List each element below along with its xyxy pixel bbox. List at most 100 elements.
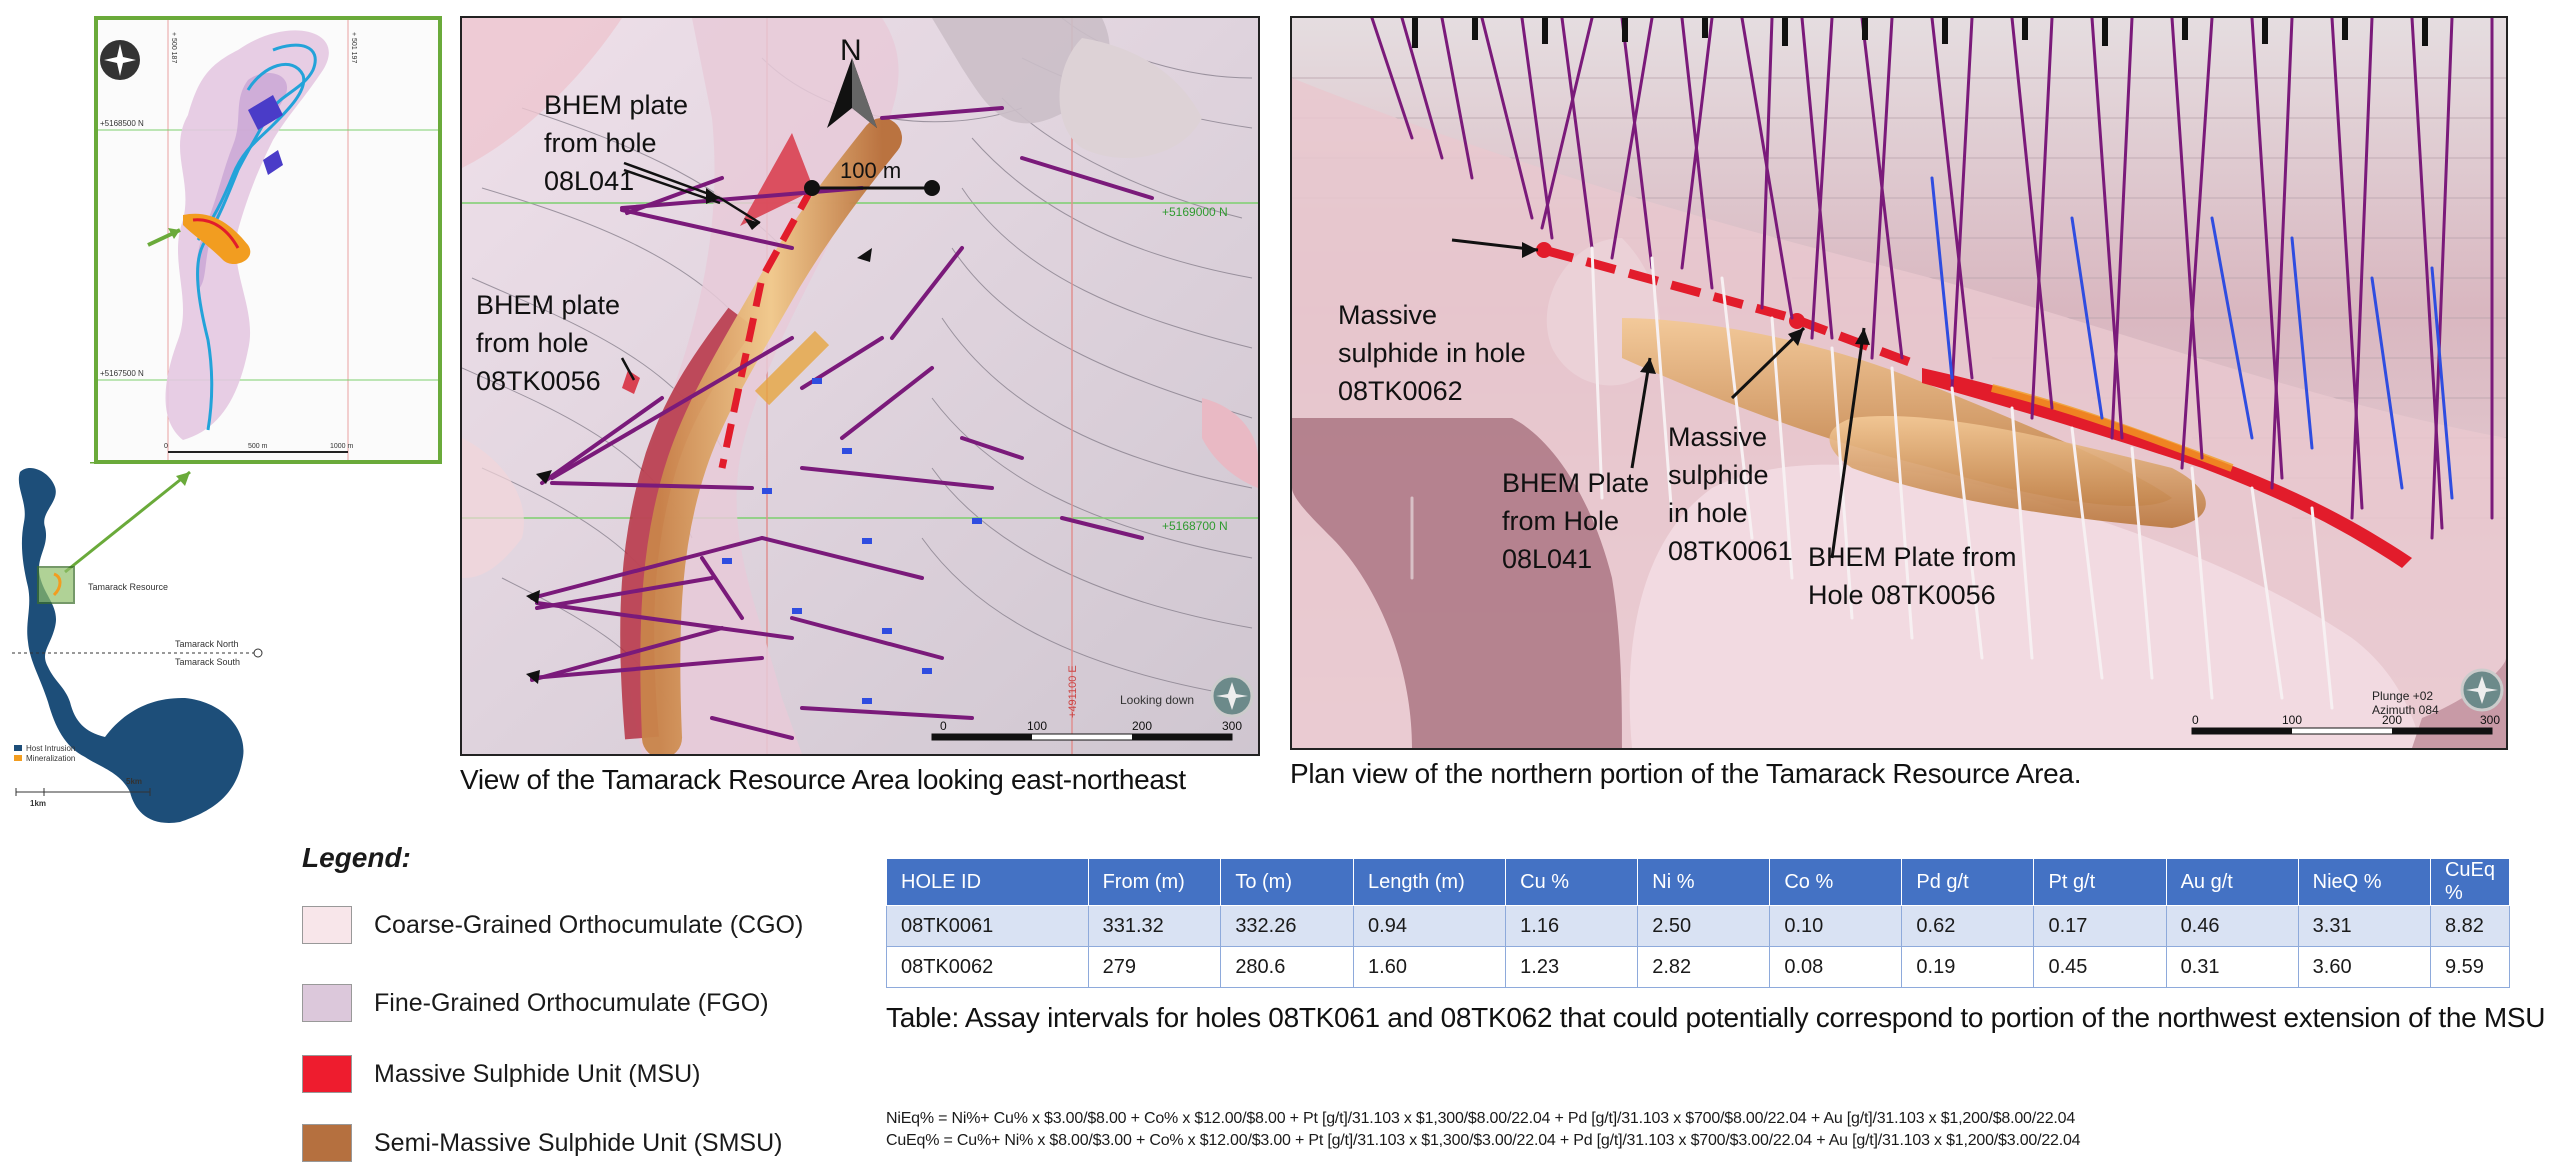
view1-looking-down: Looking down [1120,693,1194,707]
cell-pd: 0.19 [1901,946,2035,988]
view1-graphic: N 100 m +5169000 N +5168700 N +491100 E … [462,18,1258,754]
col-co: Co % [1769,858,1903,906]
legend-item-msu: Massive Sulphide Unit (MSU) [302,1055,701,1093]
regional-label-north: Tamarack North [175,639,239,649]
inset-map: +5168500 N +5167500 N + 500 187 + 501 19… [94,16,442,464]
view2-scale-100: 100 [2282,713,2302,727]
cell-from: 279 [1087,946,1222,988]
view2-map: Plunge +02 Azimuth 084 0 100 200 300 Mas… [1290,16,2508,750]
cell-pt: 0.17 [2033,905,2167,947]
cell-cu: 1.16 [1505,905,1639,947]
legend-item-fgo: Fine-Grained Orthocumulate (FGO) [302,984,769,1022]
col-nieq: NieQ % [2297,858,2431,906]
legend-item-cgo: Coarse-Grained Orthocumulate (CGO) [302,906,803,944]
inset-scale-500: 500 m [248,443,268,450]
regional-label-south: Tamarack South [175,657,240,667]
cell-length: 0.94 [1353,905,1507,947]
cell-to: 332.26 [1220,905,1355,947]
col-au: Au g/t [2165,858,2299,906]
cell-nieq: 3.60 [2297,946,2431,988]
view1-scale-100m: 100 m [840,158,901,183]
legend-label-smsu: Semi-Massive Sulphide Unit (SMSU) [374,1128,783,1157]
view1-scale-200: 200 [1132,719,1152,733]
view2-caption: Plan view of the northern portion of the… [1290,758,2082,789]
legend-swatch-cgo [302,906,352,944]
cell-pt: 0.45 [2033,946,2167,988]
inset-map-graphic: +5168500 N +5167500 N + 500 187 + 501 19… [98,20,438,460]
col-ni: Ni % [1637,858,1771,906]
col-pd: Pd g/t [1901,858,2035,906]
cell-cueq: 9.59 [2429,946,2511,988]
formula-cueq: CuEq% = Cu%+ Ni% x $8.00/$3.00 + Co% x $… [886,1132,2081,1149]
view1-map: N 100 m +5169000 N +5168700 N +491100 E … [460,16,1260,756]
cell-cueq: 8.82 [2429,905,2511,947]
inset-easting-label-1: + 500 187 [170,32,177,63]
cell-length: 1.60 [1353,946,1507,988]
inset-easting-label-2: + 501 197 [350,32,357,63]
inset-scale-1000: 1000 m [330,443,354,450]
assay-table: HOLE ID From (m) To (m) Length (m) Cu % … [886,858,2511,988]
cell-co: 0.08 [1769,946,1903,988]
regional-map-graphic: Tamarack Resource Tamarack North Tamarac… [12,462,263,823]
view2-scale-0: 0 [2192,713,2199,727]
view2-plunge: Plunge +02 [2372,689,2433,703]
view1-scale-0: 0 [940,719,947,733]
legend-label-msu: Massive Sulphide Unit (MSU) [374,1059,701,1088]
cell-from: 331.32 [1087,905,1222,947]
assay-table-caption: Table: Assay intervals for holes 08TK061… [886,1002,2546,1033]
regional-label-resource: Tamarack Resource [88,582,168,592]
regional-legend-intrusion: Host Intrusion [26,744,75,753]
table-row: 08TK0061 331.32 332.26 0.94 1.16 2.50 0.… [886,905,2511,947]
view1-scale-100: 100 [1027,719,1047,733]
legend-title: Legend: [302,842,411,873]
formula-nieq: NiEq% = Ni%+ Cu% x $3.00/$8.00 + Co% x $… [886,1110,2076,1127]
view1-grid-label-1: +5169000 N [1162,205,1228,219]
legend-label-fgo: Fine-Grained Orthocumulate (FGO) [374,988,769,1017]
col-from: From (m) [1087,858,1222,906]
col-to: To (m) [1220,858,1355,906]
cell-hole-id: 08TK0061 [886,905,1089,947]
assay-table-header-row: HOLE ID From (m) To (m) Length (m) Cu % … [886,858,2511,906]
view2-scale-200: 200 [2382,713,2402,727]
view2-graphic: Plunge +02 Azimuth 084 0 100 200 300 [1292,18,2506,748]
view2-label-bhem-08tk0056: BHEM Plate from Hole 08TK0056 [1808,542,2017,610]
view2-azimuth: Azimuth 084 [2372,703,2439,717]
cell-cu: 1.23 [1505,946,1639,988]
view2-label-bhem-08l041: BHEM Plate from Hole 08L041 [1502,468,1650,574]
view1-north-arrow: N [840,34,862,67]
view1-grid-label-2: +5168700 N [1162,519,1228,533]
cell-ni: 2.50 [1637,905,1771,947]
cell-co: 0.10 [1769,905,1903,947]
regional-legend-mineralization: Mineralization [26,754,75,763]
legend-label-cgo: Coarse-Grained Orthocumulate (CGO) [374,910,804,939]
table-row: 08TK0062 279 280.6 1.60 1.23 2.82 0.08 0… [886,946,2511,988]
cell-hole-id: 08TK0062 [886,946,1089,988]
view2-label-ms-08tk0061: Massive sulphide in hole 08TK0061 [1668,422,1793,566]
col-cueq: CuEq % [2429,858,2511,906]
inset-grid-label-1: +5168500 N [100,119,144,128]
cell-pd: 0.62 [1901,905,2035,947]
legend-item-smsu: Semi-Massive Sulphide Unit (SMSU) [302,1124,782,1162]
view1-label-bhem-08tk0056: BHEM plate from hole 08TK0056 [476,290,621,396]
view1-label-bhem-08l041: BHEM plate from hole 08L041 [544,90,689,196]
col-length: Length (m) [1353,858,1507,906]
cell-au: 0.31 [2165,946,2299,988]
inset-scale-0: 0 [164,443,168,450]
regional-scale-5km: 5km [126,777,142,786]
cell-nieq: 3.31 [2297,905,2431,947]
cell-to: 280.6 [1220,946,1355,988]
legend-swatch-fgo [302,984,352,1022]
regional-scale-1km: 1km [30,799,46,808]
inset-grid-label-2: +5167500 N [100,369,144,378]
view1-scale-300: 300 [1222,719,1242,733]
view2-scale-300: 300 [2480,713,2500,727]
cell-ni: 2.82 [1637,946,1771,988]
view2-label-ms-08tk0062: Massive sulphide in hole 08TK0062 [1338,300,1526,406]
col-hole-id: HOLE ID [886,858,1089,906]
col-cu: Cu % [1505,858,1639,906]
legend-swatch-smsu [302,1124,352,1162]
view1-easting-label: +491100 E [1067,665,1079,718]
regional-map: Tamarack Resource Tamarack North Tamarac… [10,462,280,842]
view1-caption: View of the Tamarack Resource Area looki… [460,764,1186,795]
legend-swatch-msu [302,1055,352,1093]
